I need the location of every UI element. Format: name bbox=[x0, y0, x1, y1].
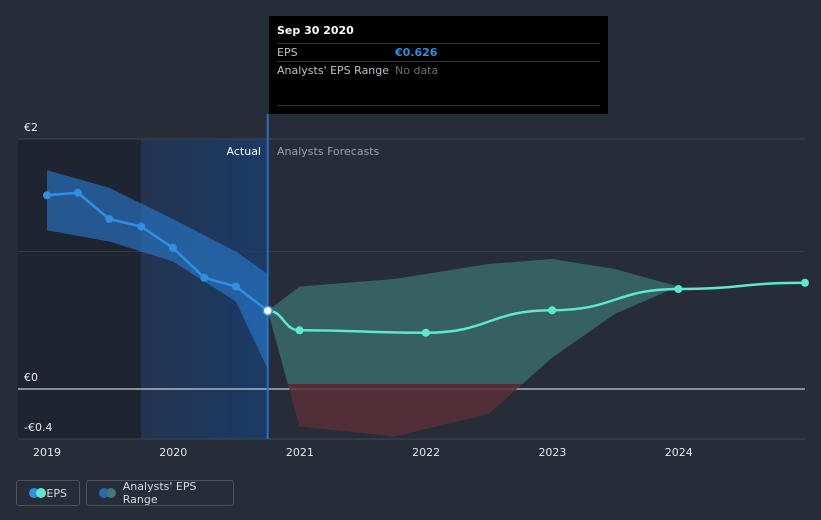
forecast-label: Analysts Forecasts bbox=[277, 145, 380, 158]
tooltip-eps-label: EPS bbox=[277, 46, 298, 59]
eps-line-actual bbox=[46, 191, 269, 312]
eps-points bbox=[43, 188, 809, 337]
x-tick-label: 2020 bbox=[159, 446, 187, 459]
eps-point-forecast bbox=[421, 328, 430, 337]
eps-point-actual bbox=[105, 215, 114, 223]
eps-point-actual bbox=[200, 273, 209, 282]
y-tick-label: -€0.4 bbox=[24, 421, 52, 434]
y-tick-label: €0 bbox=[24, 371, 38, 384]
x-tick-label: 2024 bbox=[665, 446, 693, 459]
eps-point-actual bbox=[73, 188, 82, 197]
eps-lines bbox=[46, 191, 806, 335]
legend-range-label: Analysts' EPS Range bbox=[122, 480, 197, 506]
range-band-forecast-negative bbox=[287, 384, 523, 437]
eps-point-actual bbox=[168, 243, 177, 252]
tooltip-divider bbox=[277, 105, 600, 106]
range-bands bbox=[47, 170, 679, 437]
eps-line-forecast bbox=[267, 281, 806, 335]
axis-labels: €2 €0 -€0.4 2019 2020 2021 2022 2023 2024 bbox=[24, 121, 693, 459]
range-band-actual bbox=[47, 170, 268, 369]
tooltip: Sep 30 2020 EPS €0.626 Analysts' EPS Ran… bbox=[269, 16, 608, 114]
eps-legend-swatch bbox=[29, 488, 46, 498]
eps-point-forecast bbox=[548, 306, 557, 315]
legend-eps[interactable]: EPS bbox=[16, 480, 80, 506]
legend-eps-label: EPS bbox=[46, 486, 67, 500]
x-tick-label: 2021 bbox=[286, 446, 314, 459]
eps-point-forecast bbox=[801, 278, 809, 287]
eps-point-actual bbox=[43, 191, 51, 200]
actual-label: Actual bbox=[227, 145, 261, 158]
tooltip-date: Sep 30 2020 bbox=[277, 24, 354, 37]
tooltip-eps-row: EPS €0.626 bbox=[277, 43, 600, 61]
y-tick-label: €2 bbox=[24, 121, 38, 134]
x-tick-label: 2022 bbox=[412, 446, 440, 459]
range-band-forecast-positive bbox=[267, 259, 679, 384]
legend-range[interactable]: Analysts' EPS Range bbox=[86, 480, 234, 506]
eps-point-actual bbox=[262, 305, 273, 316]
tooltip-range-row: Analysts' EPS Range No data bbox=[277, 61, 600, 79]
x-tick-label: 2023 bbox=[538, 446, 566, 459]
eps-point-forecast bbox=[674, 285, 683, 293]
tooltip-range-label: Analysts' EPS Range bbox=[277, 64, 390, 77]
tooltip-range-value: No data bbox=[395, 64, 439, 77]
eps-point-forecast bbox=[295, 326, 304, 335]
x-tick-label: 2019 bbox=[33, 446, 61, 459]
tooltip-eps-value: €0.626 bbox=[395, 46, 438, 59]
eps-point-actual bbox=[231, 282, 240, 291]
range-legend-swatch bbox=[99, 488, 116, 498]
eps-point-actual bbox=[137, 222, 146, 231]
